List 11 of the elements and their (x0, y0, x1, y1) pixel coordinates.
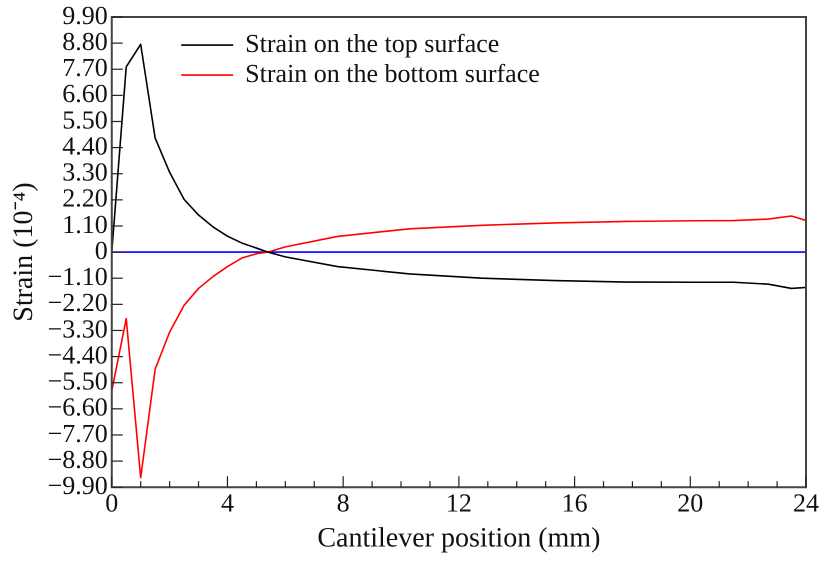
x-tick-label: 16 (562, 488, 588, 518)
x-tick-label: 12 (446, 488, 472, 518)
legend-label: Strain on the bottom surface (245, 58, 540, 88)
x-tick-label: 20 (677, 488, 704, 518)
x-tick-label: 4 (220, 488, 234, 518)
legend-label: Strain on the top surface (245, 28, 500, 58)
y-tick-label: −9.90 (48, 471, 108, 500)
x-tick-label: 8 (336, 488, 350, 518)
x-tick-label: 24 (793, 488, 819, 518)
x-axis-title: Cantilever position (mm) (317, 522, 600, 554)
y-axis-title: Strain (10⁻⁴) (8, 182, 40, 322)
